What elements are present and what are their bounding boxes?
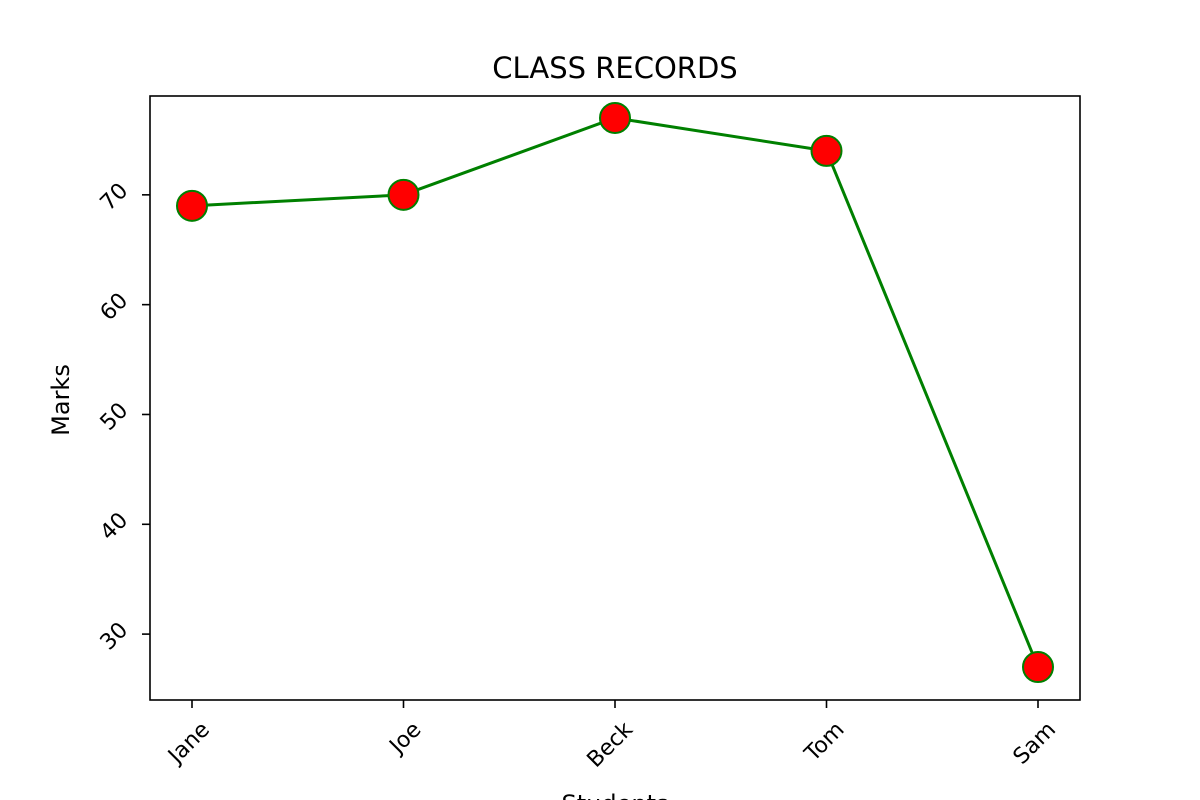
y-axis: 30 40 50 60 70: [96, 179, 150, 655]
data-point-marker: [387, 178, 420, 211]
x-tick-label: Sam: [1009, 717, 1061, 769]
x-tick-label: Jane: [162, 717, 215, 770]
data-point-marker: [176, 189, 208, 222]
x-tick-label: Tom: [800, 717, 850, 767]
data-point-marker: [599, 101, 631, 134]
y-tick-label: 70: [96, 179, 133, 216]
plot-area: [149, 95, 1081, 701]
x-tick-label: Joe: [384, 717, 427, 760]
x-axis: Jane Joe Beck Tom Sam: [162, 700, 1061, 773]
data-point-marker: [1022, 651, 1054, 684]
x-axis-label: Students: [562, 790, 669, 800]
y-tick-label: 50: [96, 398, 133, 435]
y-tick-label: 60: [96, 288, 133, 325]
y-axis-label: Marks: [47, 364, 75, 436]
series-marks-line: [176, 101, 1054, 684]
data-point-marker: [810, 134, 843, 167]
y-tick-label: 40: [96, 508, 133, 545]
y-tick-label: 30: [96, 618, 133, 655]
x-tick-label: Beck: [583, 717, 639, 773]
chart-title: CLASS RECORDS: [492, 51, 737, 85]
